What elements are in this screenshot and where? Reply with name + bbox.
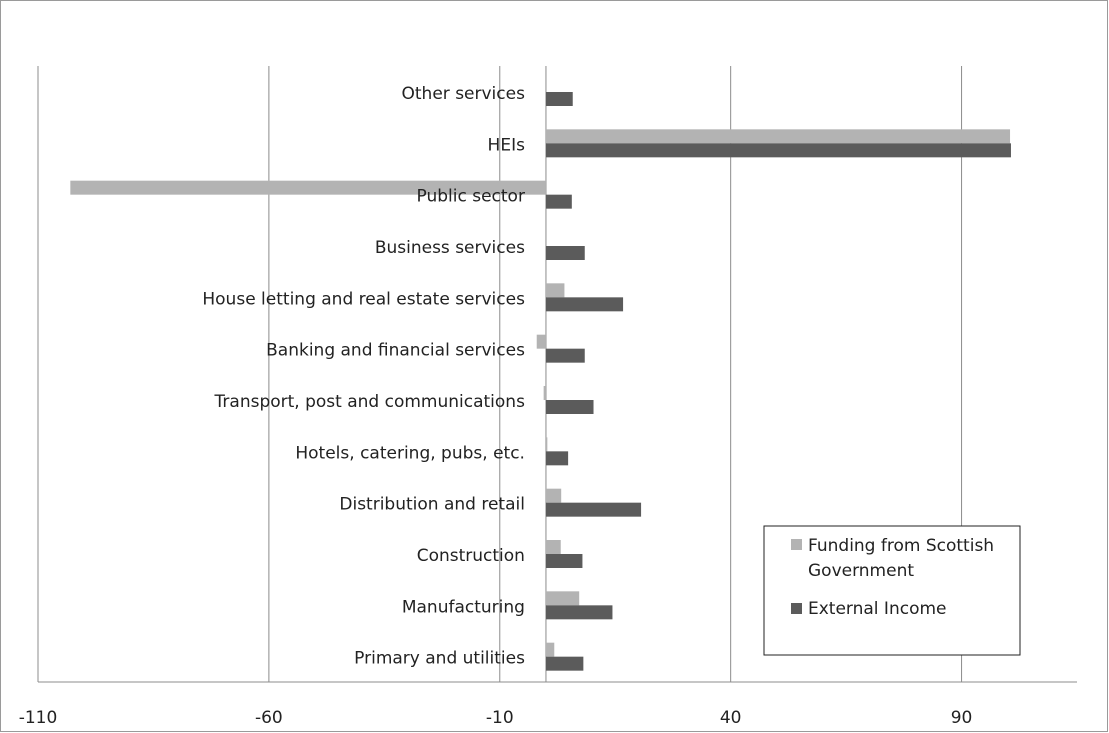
legend-label-external: External Income (808, 599, 947, 619)
bar-funding-6 (543, 386, 546, 400)
category-label-8: Distribution and retail (339, 495, 525, 515)
category-label-10: Manufacturing (402, 597, 525, 617)
x-tick-labels: -110 -60 -10 40 90 (19, 708, 973, 728)
category-label-1: HEIs (488, 135, 526, 155)
bar-funding-1 (545, 129, 1011, 144)
bar-external-3 (545, 246, 585, 260)
bar-funding-8 (545, 488, 562, 503)
bar-external-6 (545, 400, 594, 414)
bar-external-8 (545, 502, 642, 517)
bar-funding-5 (536, 334, 546, 349)
category-label-2: Public sector (417, 187, 525, 207)
legend-label-funding-line1: Funding from Scottish (808, 536, 994, 556)
bar-external-2 (545, 194, 572, 209)
bar-funding-7 (545, 437, 548, 452)
bars (70, 92, 1011, 671)
category-label-6: Transport, post and communications (214, 392, 526, 412)
bar-external-5 (545, 348, 585, 363)
bar-funding-4 (545, 283, 565, 298)
category-label-3: Business services (375, 238, 525, 258)
x-tick-label-2: -10 (486, 708, 514, 728)
x-tick-label-4: 90 (951, 708, 973, 728)
bar-funding-2 (70, 180, 546, 195)
category-label-4: House letting and real estate services (202, 289, 525, 309)
legend-box (763, 525, 1021, 656)
category-labels: Other services HEIs Public sector Business … (202, 84, 525, 669)
bar-external-9 (545, 554, 583, 568)
category-label-9: Construction (417, 546, 525, 566)
bar-external-4 (545, 297, 624, 312)
category-label-11: Primary and utilities (354, 649, 525, 669)
legend-swatch-funding (791, 539, 802, 550)
x-tick-label-3: 40 (720, 708, 742, 728)
axes (38, 66, 1077, 683)
bar-external-1 (545, 143, 1011, 158)
bar-external-11 (545, 656, 584, 671)
legend: Funding from Scottish Government Externa… (763, 525, 1021, 656)
bar-funding-11 (545, 642, 555, 657)
legend-swatch-external (791, 603, 802, 614)
category-label-5: Banking and financial services (266, 341, 525, 361)
x-tick-label-0: -110 (19, 708, 58, 728)
x-tick-label-1: -60 (255, 708, 283, 728)
bar-external-7 (545, 451, 569, 466)
bar-funding-9 (545, 540, 561, 554)
category-label-0: Other services (402, 84, 526, 104)
bar-external-10 (545, 605, 613, 620)
bar-funding-10 (545, 591, 580, 606)
category-label-7: Hotels, catering, pubs, etc. (295, 443, 525, 463)
bar-external-0 (545, 92, 573, 106)
legend-label-funding-line2: Government (808, 561, 914, 581)
